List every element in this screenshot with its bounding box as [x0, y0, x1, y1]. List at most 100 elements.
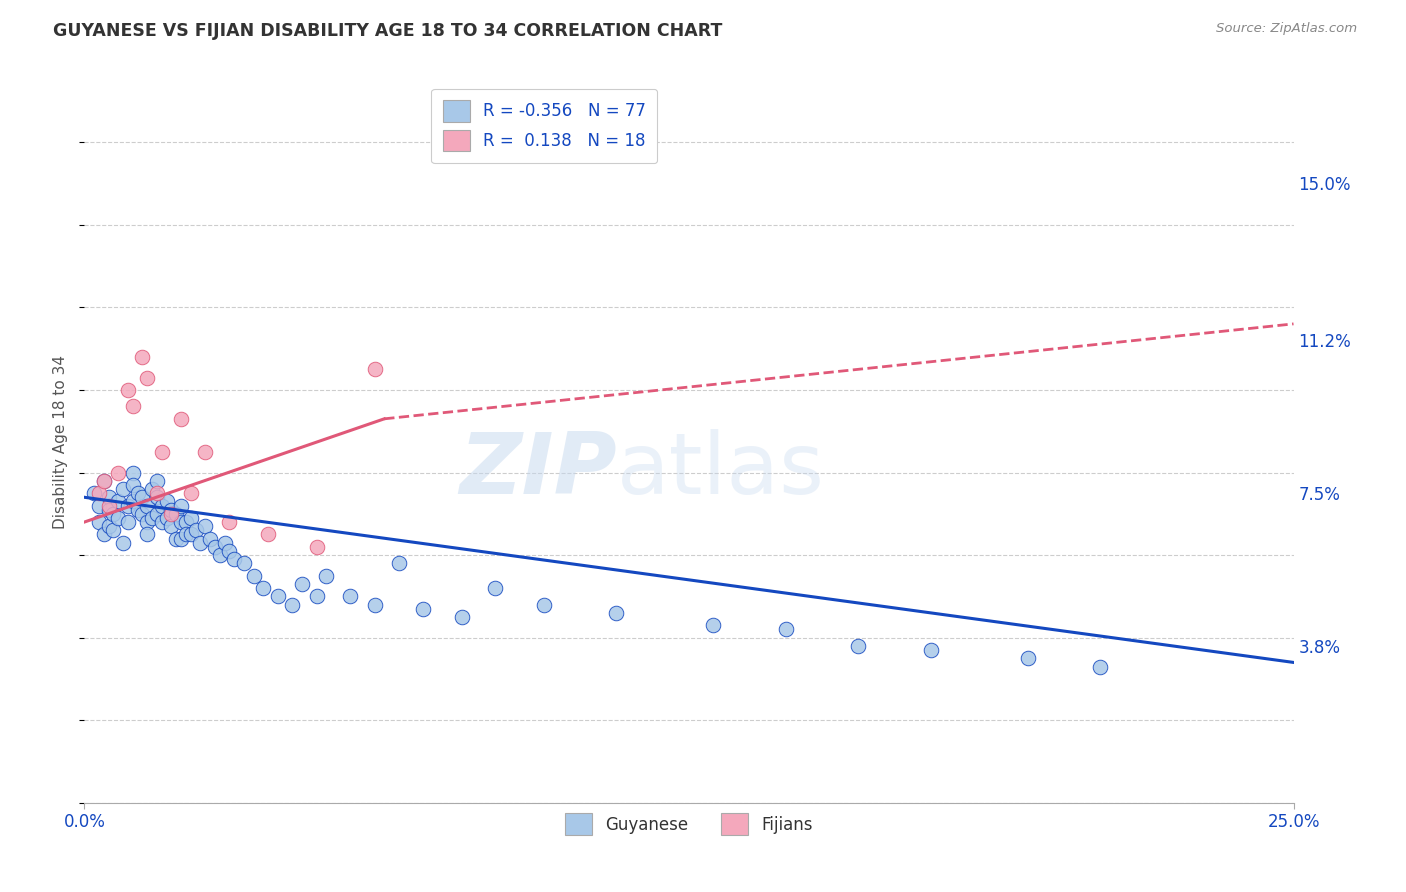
Point — [208, 548, 231, 562]
Point — [131, 350, 153, 364]
Point — [533, 598, 555, 612]
Point — [160, 507, 183, 521]
Text: ZIP: ZIP — [458, 429, 616, 512]
Point — [155, 494, 177, 508]
Point — [281, 598, 304, 612]
Point — [160, 519, 183, 533]
Point — [103, 507, 125, 521]
Point — [136, 370, 159, 384]
Point — [141, 482, 163, 496]
Point — [121, 400, 143, 414]
Point — [1088, 659, 1111, 673]
Point — [121, 478, 143, 492]
Text: atlas: atlas — [616, 429, 824, 512]
Point — [412, 601, 434, 615]
Point — [190, 535, 212, 549]
Point — [97, 499, 120, 513]
Point — [160, 502, 183, 516]
Point — [117, 515, 139, 529]
Point — [233, 557, 256, 571]
Point — [87, 515, 110, 529]
Point — [257, 527, 280, 541]
Point — [136, 499, 159, 513]
Point — [112, 482, 135, 496]
Point — [136, 515, 159, 529]
Point — [170, 499, 193, 513]
Point — [180, 486, 202, 500]
Point — [204, 540, 226, 554]
Point — [146, 507, 169, 521]
Point — [180, 511, 202, 525]
Point — [107, 511, 129, 525]
Point — [87, 486, 110, 500]
Point — [170, 532, 193, 546]
Point — [174, 515, 197, 529]
Point — [605, 606, 627, 620]
Point — [218, 515, 240, 529]
Point — [198, 532, 221, 546]
Point — [242, 568, 264, 582]
Point — [165, 507, 187, 521]
Point — [127, 486, 149, 500]
Point — [174, 527, 197, 541]
Point — [97, 502, 120, 516]
Point — [150, 499, 173, 513]
Point — [363, 598, 385, 612]
Point — [218, 544, 240, 558]
Point — [846, 639, 869, 653]
Point — [363, 362, 385, 376]
Point — [121, 494, 143, 508]
Point — [155, 511, 177, 525]
Point — [1017, 651, 1039, 665]
Point — [97, 519, 120, 533]
Point — [305, 540, 328, 554]
Point — [93, 474, 115, 488]
Point — [97, 490, 120, 504]
Point — [146, 474, 169, 488]
Point — [315, 568, 337, 582]
Point — [484, 581, 506, 595]
Point — [339, 590, 361, 604]
Point — [170, 412, 193, 426]
Point — [136, 527, 159, 541]
Point — [291, 577, 314, 591]
Point — [170, 515, 193, 529]
Point — [121, 466, 143, 480]
Point — [93, 527, 115, 541]
Point — [165, 532, 187, 546]
Point — [131, 507, 153, 521]
Point — [87, 499, 110, 513]
Point — [93, 474, 115, 488]
Point — [131, 490, 153, 504]
Point — [146, 486, 169, 500]
Point — [141, 511, 163, 525]
Point — [450, 610, 472, 624]
Legend: Guyanese, Fijians: Guyanese, Fijians — [558, 806, 820, 841]
Point — [83, 486, 105, 500]
Point — [146, 490, 169, 504]
Point — [127, 502, 149, 516]
Point — [150, 445, 173, 459]
Point — [194, 519, 217, 533]
Point — [252, 581, 274, 595]
Point — [117, 499, 139, 513]
Point — [388, 557, 411, 571]
Point — [107, 494, 129, 508]
Point — [112, 535, 135, 549]
Point — [920, 643, 942, 657]
Point — [194, 445, 217, 459]
Point — [117, 383, 139, 397]
Point — [107, 466, 129, 480]
Y-axis label: Disability Age 18 to 34: Disability Age 18 to 34 — [53, 354, 69, 529]
Point — [267, 590, 290, 604]
Point — [184, 524, 207, 538]
Point — [180, 527, 202, 541]
Point — [224, 552, 246, 566]
Text: Source: ZipAtlas.com: Source: ZipAtlas.com — [1216, 22, 1357, 36]
Text: GUYANESE VS FIJIAN DISABILITY AGE 18 TO 34 CORRELATION CHART: GUYANESE VS FIJIAN DISABILITY AGE 18 TO … — [53, 22, 723, 40]
Point — [305, 590, 328, 604]
Point — [150, 515, 173, 529]
Point — [775, 623, 797, 637]
Point — [702, 618, 724, 632]
Point — [103, 524, 125, 538]
